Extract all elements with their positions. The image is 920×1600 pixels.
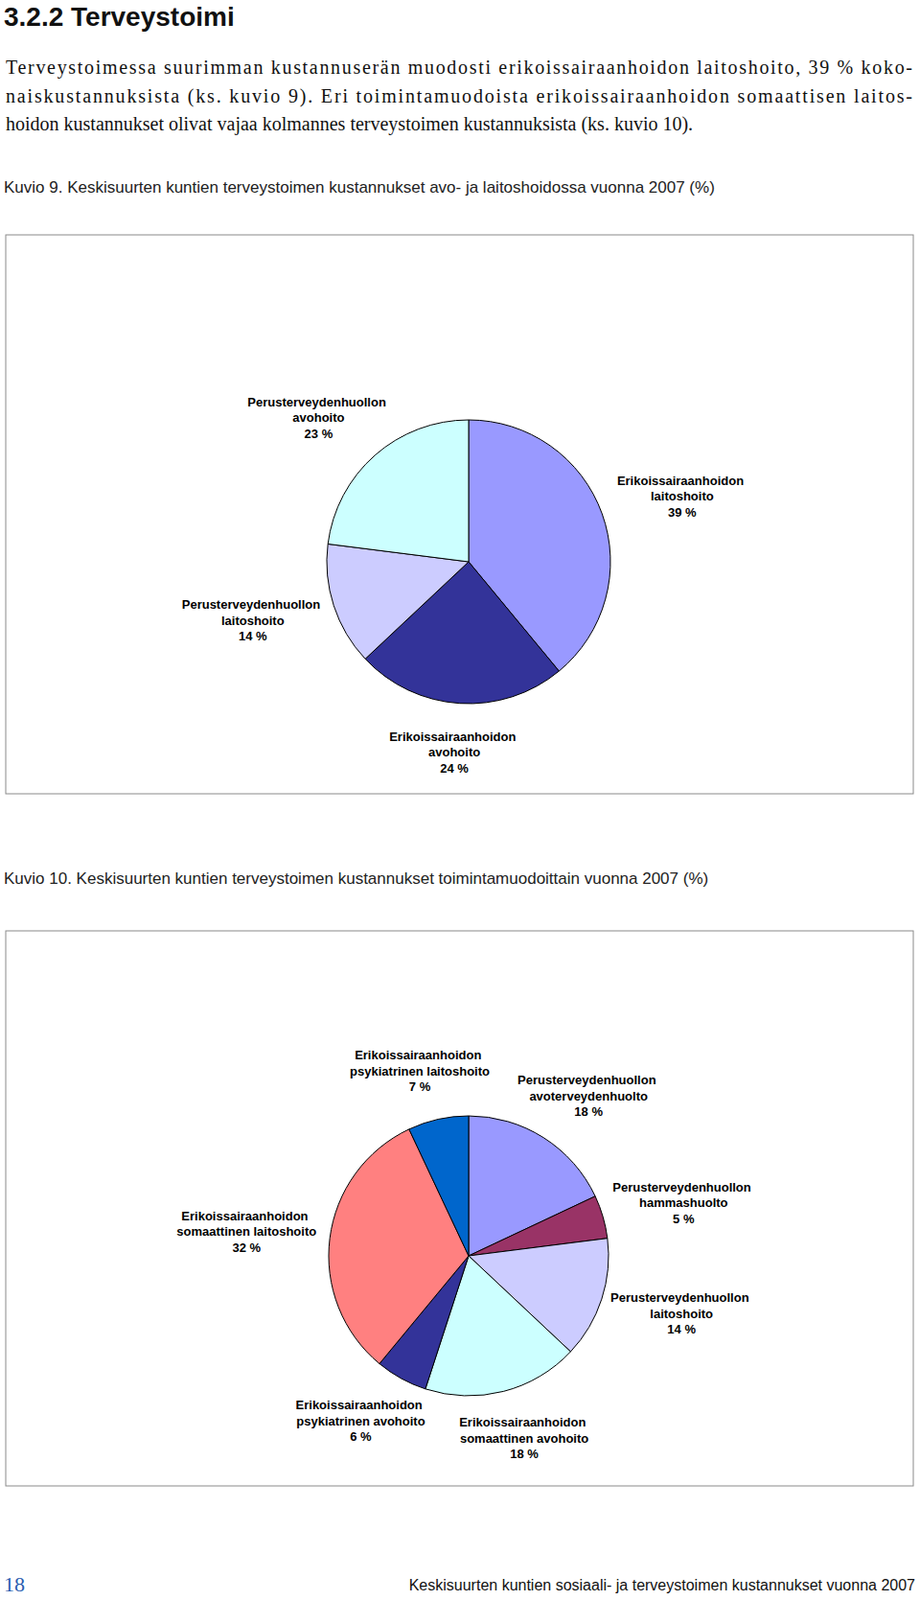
slice-label: Erikoissairaanhoidon laitoshoito — [617, 473, 748, 505]
chart-frame — [5, 234, 914, 794]
chart-title: Kuvio 9. Keskisuurten kuntien terveystoi… — [3, 178, 715, 197]
footer: Keskisuurten kuntien sosiaali- ja tervey… — [409, 1576, 916, 1593]
chart-title: Kuvio 10. Keskisuurten kuntien terveysto… — [3, 869, 709, 888]
slice-value: 18 % — [509, 1446, 539, 1461]
paragraph-line: Terveystoimessa suurimman kustannuserän … — [5, 56, 913, 79]
slice-value: 14 % — [238, 628, 268, 644]
slice-value: 24 % — [439, 760, 469, 776]
slice — [326, 543, 469, 659]
slice-value: 18 % — [574, 1104, 603, 1119]
slice-value: 23 % — [304, 426, 334, 441]
chart-frame — [5, 930, 914, 1486]
slice-label: Perusterveydenhuollon avoterveydenhuolto — [517, 1072, 660, 1104]
slice-label: Erikoissairaanhoidon psykiatrinen laitos… — [349, 1047, 490, 1079]
page: 3.2.2 Terveystoimi Terveystoimessa suurim… — [0, 0, 920, 1600]
chart: Kuvio 9. Keskisuurten kuntien terveystoi… — [3, 178, 914, 794]
slice-value: 6 % — [349, 1428, 372, 1444]
slice — [409, 1115, 469, 1256]
slice-value: 39 % — [667, 505, 697, 520]
slice-label: Perusterveydenhuollon laitoshoito — [182, 597, 324, 628]
slice-value: 32 % — [231, 1240, 261, 1255]
slice-label: Perusterveydenhuollon hammashuolto — [612, 1179, 755, 1211]
slice-label: Erikoissairaanhoidon somaattinen avohoit… — [459, 1414, 590, 1446]
chart: Kuvio 10. Keskisuurten kuntien terveysto… — [3, 869, 914, 1486]
slice-label: Perusterveydenhuollon laitoshoito — [610, 1289, 753, 1321]
slice-value: 5 % — [672, 1211, 695, 1226]
slice-value: 14 % — [667, 1321, 696, 1336]
paragraph-line: naiskustannuksista (ks. kuvio 9). Eri to… — [5, 85, 913, 108]
slice-label: Erikoissairaanhoidon somaattinen laitosh… — [176, 1208, 317, 1240]
slices — [328, 1115, 609, 1396]
slice-label: Perusterveydenhuollon avohoito — [247, 394, 390, 426]
page-number: 18 — [3, 1571, 25, 1596]
slices — [326, 419, 611, 704]
slice-label: Erikoissairaanhoidon psykiatrinen avohoi… — [296, 1397, 427, 1428]
paragraph-line: hoidon kustannukset olivat vajaa kolmann… — [5, 113, 693, 136]
heading: 3.2.2 Terveystoimi — [3, 1, 235, 32]
slice-label: Erikoissairaanhoidon avohoito — [389, 729, 520, 760]
slice — [327, 419, 469, 562]
slice-value: 7 % — [409, 1079, 432, 1094]
